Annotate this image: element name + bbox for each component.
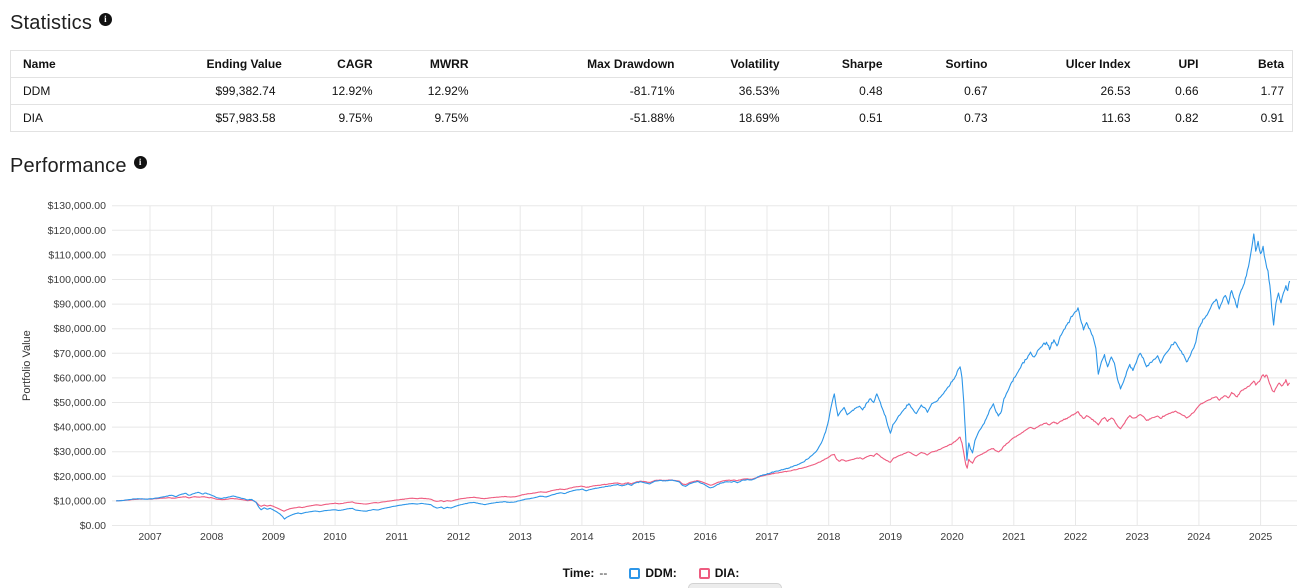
legend-item-ddm[interactable]: DDM:	[629, 566, 677, 580]
svg-text:2012: 2012	[447, 531, 471, 543]
svg-text:$130,000.00: $130,000.00	[48, 200, 107, 212]
row-name: DIA	[23, 111, 44, 125]
legend-time-value: --	[599, 566, 608, 580]
column-header-name: Name	[23, 57, 56, 71]
svg-text:$60,000.00: $60,000.00	[53, 372, 106, 384]
svg-text:$50,000.00: $50,000.00	[53, 397, 106, 409]
y-axis-label: Portfolio Value	[21, 330, 33, 401]
ddm-series-swatch-icon	[629, 567, 641, 579]
row-value: 36.53%	[738, 84, 780, 98]
row-value: 12.92%	[331, 84, 373, 98]
series-lines	[116, 233, 1291, 520]
gridlines	[112, 205, 1297, 526]
axis-labels: $0.00 $10,000.00 $20,000.00 $30,000.00 $40,0…	[48, 200, 1273, 543]
row-value: $57,983.58	[215, 111, 276, 125]
svg-text:2008: 2008	[200, 531, 224, 543]
row-value: 9.75%	[434, 111, 469, 125]
svg-text:2007: 2007	[138, 531, 162, 543]
performance-chart[interactable]: $0.00 $10,000.00 $20,000.00 $30,000.00 $40,0…	[0, 185, 1302, 563]
row-value: 18.69%	[738, 111, 780, 125]
svg-text:$100,000.00: $100,000.00	[48, 274, 107, 286]
column-header-cagr: CAGR	[337, 57, 373, 71]
legend-label-dia: DIA:	[714, 566, 740, 580]
svg-text:$120,000.00: $120,000.00	[48, 225, 107, 237]
row-value: 0.51	[859, 111, 883, 125]
svg-text:$10,000.00: $10,000.00	[53, 495, 106, 507]
chart-legend: Time: -- DDM: DIA:	[0, 562, 1302, 584]
table-row: DDM $99,382.74 12.92% 12.92% -81.71% 36.53% 0.…	[10, 78, 1293, 105]
series-line-dia	[116, 374, 1291, 512]
column-header-max-drawdown: Max Drawdown	[587, 57, 675, 71]
svg-text:$80,000.00: $80,000.00	[53, 323, 106, 335]
performance-section-title: Performance	[10, 155, 147, 178]
column-header-mwrr: MWRR	[429, 57, 469, 71]
legend-label-ddm: DDM:	[645, 566, 677, 580]
svg-text:2021: 2021	[1002, 531, 1026, 543]
column-header-sortino: Sortino	[945, 57, 988, 71]
row-value: 9.75%	[338, 111, 373, 125]
performance-title-text: Performance	[10, 155, 127, 177]
svg-text:$110,000.00: $110,000.00	[48, 249, 106, 261]
row-value: 0.67	[964, 84, 988, 98]
statistics-section-title: Statistics	[10, 12, 113, 35]
performance-chart-area: $0.00 $10,000.00 $20,000.00 $30,000.00 $40,0…	[0, 185, 1302, 563]
column-header-upi: UPI	[1178, 57, 1199, 71]
svg-text:$90,000.00: $90,000.00	[53, 299, 106, 311]
row-value: 0.48	[859, 84, 883, 98]
column-header-ending-value: Ending Value	[206, 57, 282, 71]
svg-text:$0.00: $0.00	[80, 520, 106, 532]
svg-text:2017: 2017	[755, 531, 779, 543]
svg-text:$20,000.00: $20,000.00	[53, 471, 106, 483]
svg-text:$70,000.00: $70,000.00	[53, 348, 106, 360]
column-header-sharpe: Sharpe	[841, 57, 883, 71]
svg-text:2010: 2010	[323, 531, 347, 543]
row-value: -81.71%	[629, 84, 675, 98]
svg-text:2015: 2015	[632, 531, 656, 543]
info-icon[interactable]	[133, 156, 147, 169]
svg-text:2016: 2016	[694, 531, 718, 543]
row-value: $99,382.74	[215, 84, 276, 98]
table-row: DIA $57,983.58 9.75% 9.75% -51.88% 18.69% 0.51…	[10, 105, 1293, 132]
svg-text:2025: 2025	[1249, 531, 1273, 543]
svg-text:2020: 2020	[940, 531, 964, 543]
column-header-beta: Beta	[1257, 57, 1284, 71]
svg-text:2013: 2013	[509, 531, 533, 543]
table-header-row: Name Ending Value CAGR MWRR Max Drawdown Vola…	[10, 51, 1293, 78]
column-header-volatility: Volatility	[730, 57, 780, 71]
series-line-ddm	[116, 233, 1291, 520]
svg-text:2023: 2023	[1126, 531, 1150, 543]
row-value: 26.53	[1100, 84, 1131, 98]
dia-series-swatch-icon	[698, 567, 710, 579]
svg-text:$40,000.00: $40,000.00	[53, 422, 106, 434]
row-value: 11.63	[1101, 111, 1131, 125]
svg-text:2022: 2022	[1064, 531, 1088, 543]
svg-text:2009: 2009	[262, 531, 286, 543]
legend-time: Time: --	[563, 566, 608, 580]
info-icon[interactable]	[99, 13, 113, 26]
svg-text:2011: 2011	[386, 531, 409, 543]
row-value: 0.91	[1260, 111, 1284, 125]
row-value: 12.92%	[427, 84, 469, 98]
legend-item-dia[interactable]: DIA:	[698, 566, 740, 580]
legend-time-label: Time:	[562, 566, 595, 580]
row-name: DDM	[23, 84, 51, 98]
svg-text:2024: 2024	[1187, 531, 1211, 543]
column-header-ulcer-index: Ulcer Index	[1065, 57, 1131, 71]
row-value: 0.82	[1175, 111, 1199, 125]
row-value: -51.88%	[629, 111, 675, 125]
svg-text:$30,000.00: $30,000.00	[53, 446, 106, 458]
svg-text:2018: 2018	[817, 531, 841, 543]
row-value: 0.66	[1175, 84, 1199, 98]
row-value: 0.73	[964, 111, 988, 125]
partial-overlay	[688, 583, 782, 588]
statistics-title-text: Statistics	[10, 12, 93, 34]
svg-text:2019: 2019	[879, 531, 903, 543]
svg-text:2014: 2014	[570, 531, 594, 543]
row-value: 1.77	[1260, 84, 1284, 98]
statistics-table: Name Ending Value CAGR MWRR Max Drawdown Vola…	[10, 50, 1293, 132]
